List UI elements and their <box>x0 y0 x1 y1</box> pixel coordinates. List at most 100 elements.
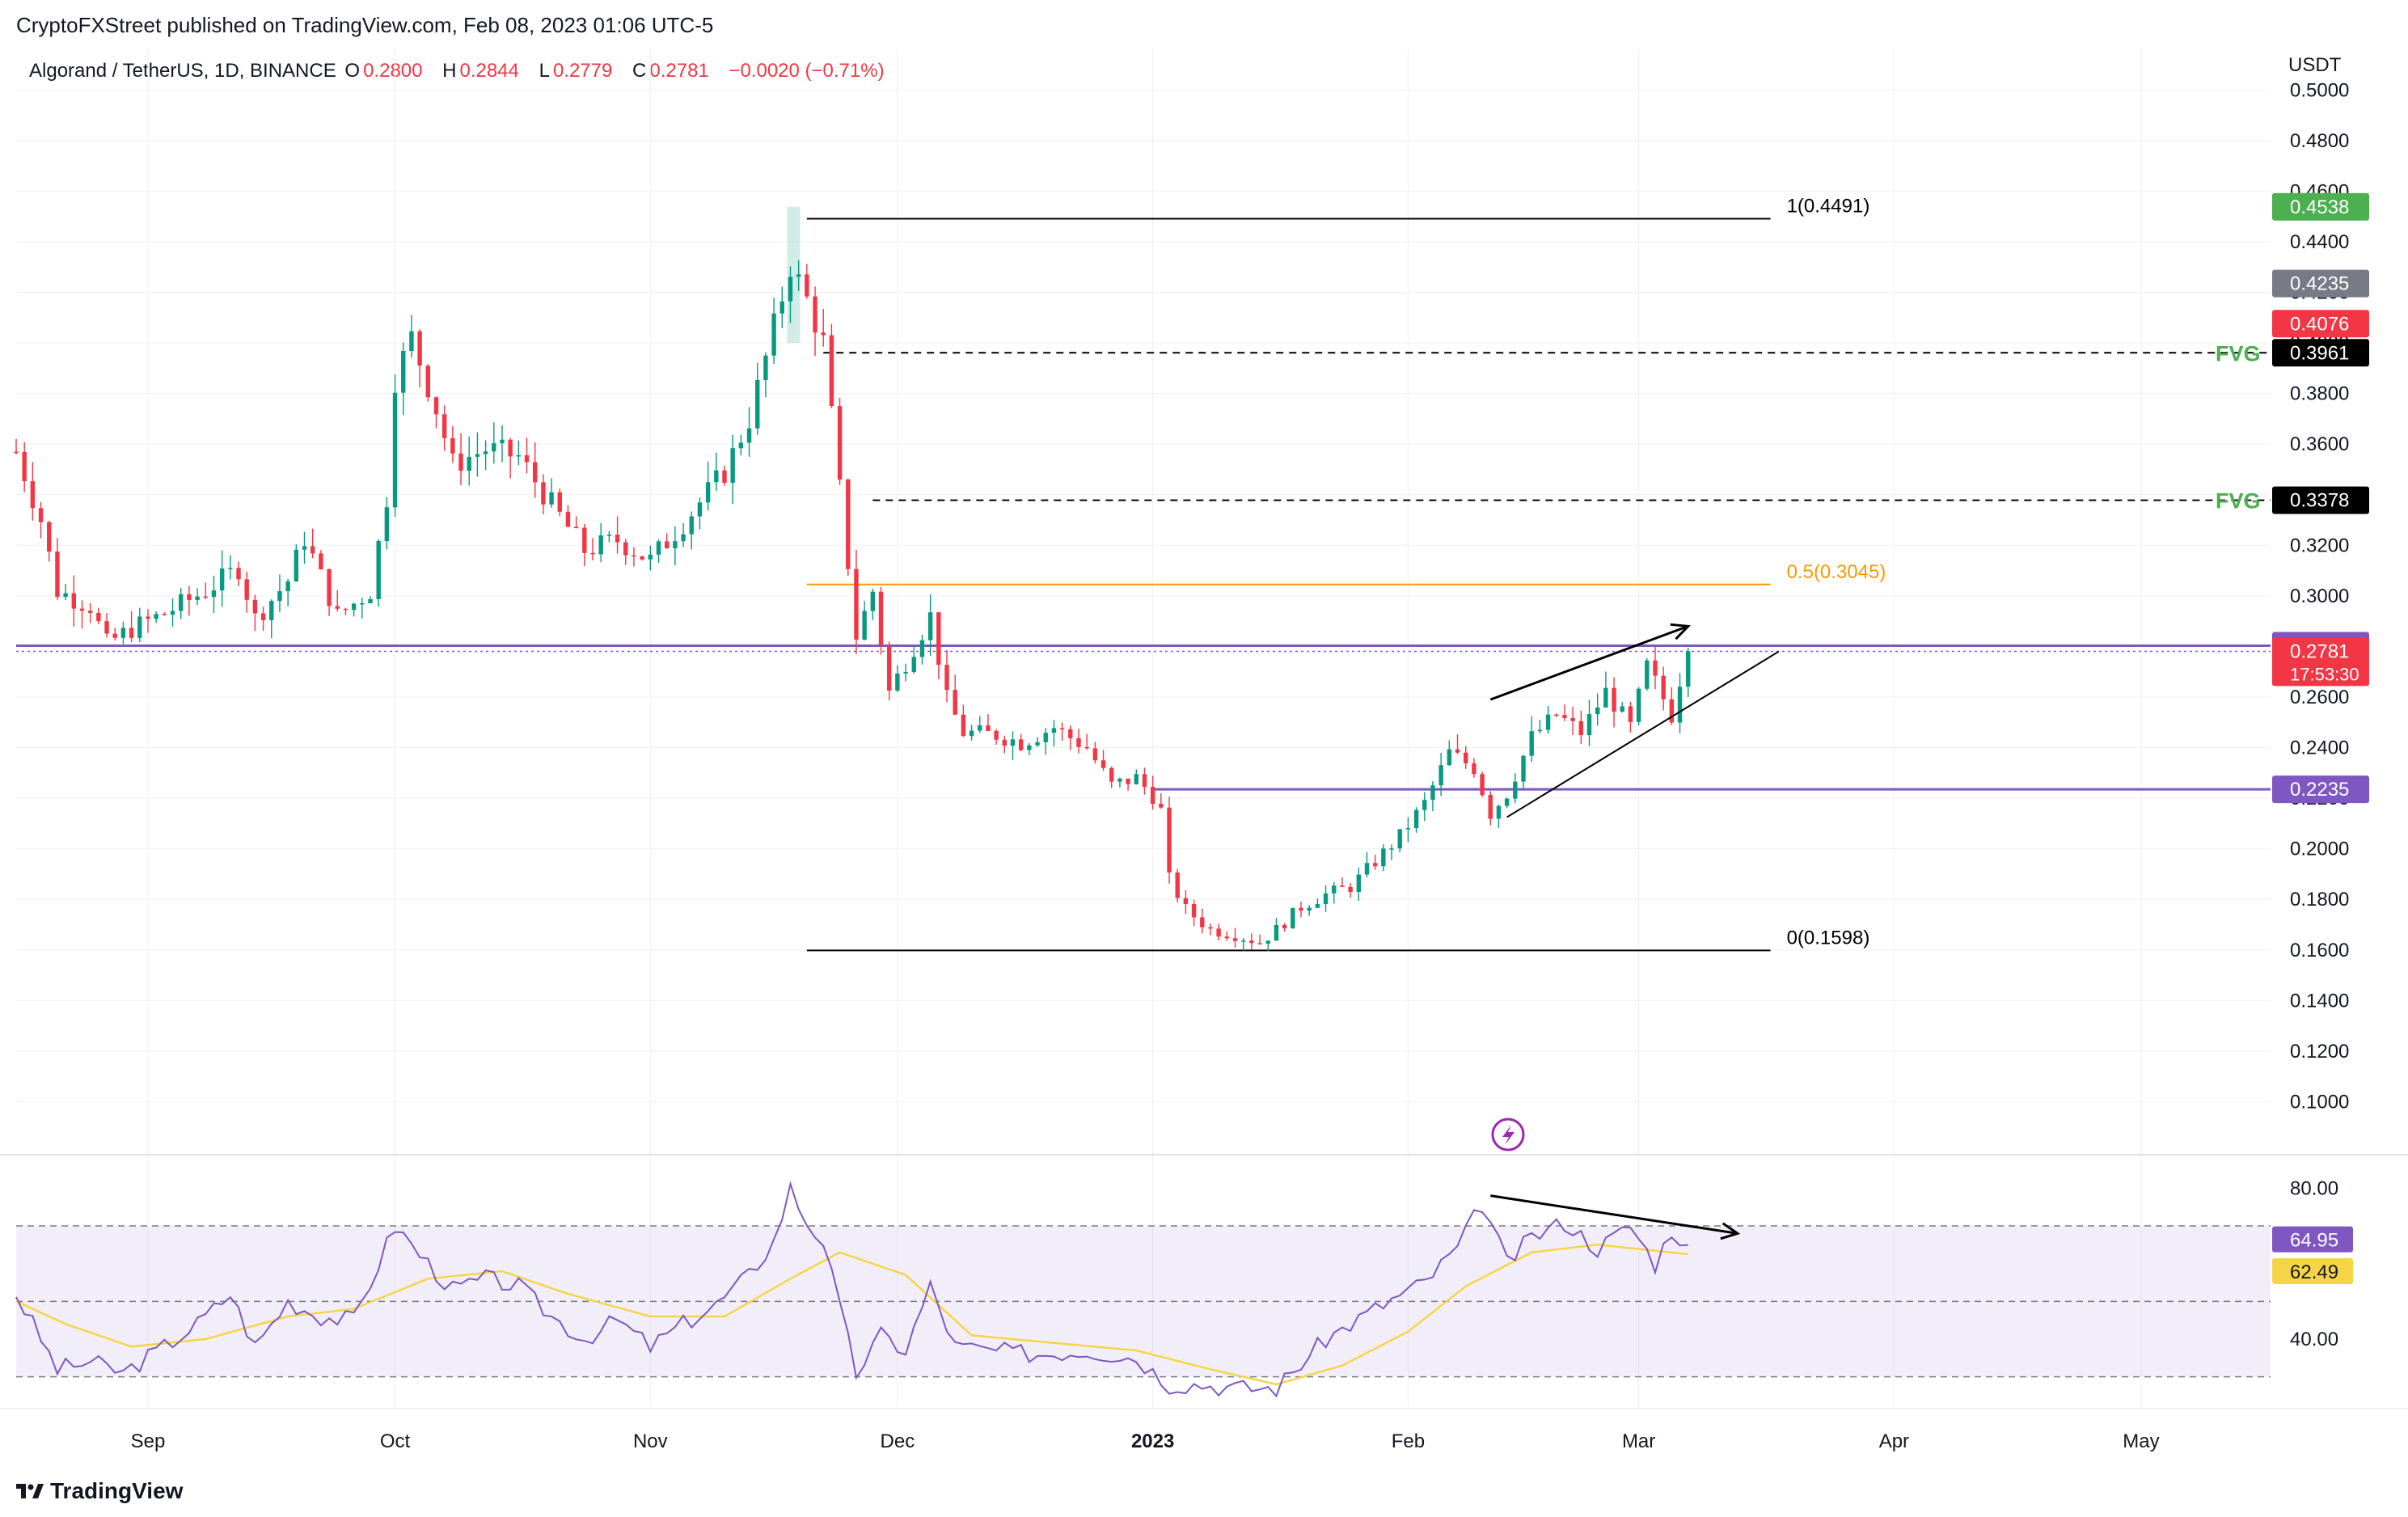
candle[interactable] <box>763 352 768 398</box>
candle[interactable] <box>79 600 85 629</box>
candle[interactable] <box>1455 734 1460 754</box>
candle[interactable] <box>1603 671 1608 708</box>
candle[interactable] <box>788 266 793 323</box>
rsi-line[interactable] <box>15 1181 1688 1398</box>
candle[interactable] <box>1076 729 1081 754</box>
candle[interactable] <box>112 628 117 641</box>
candle[interactable] <box>1307 905 1312 916</box>
candle[interactable] <box>796 260 801 291</box>
candle[interactable] <box>302 531 307 564</box>
candle[interactable] <box>573 516 579 529</box>
candle[interactable] <box>203 582 208 600</box>
rsi-pane[interactable] <box>15 1181 1741 1398</box>
candle[interactable] <box>927 594 933 657</box>
candle[interactable] <box>368 596 373 604</box>
candle[interactable] <box>1645 657 1650 691</box>
candle[interactable] <box>187 585 192 616</box>
candle[interactable] <box>1578 710 1584 745</box>
candle[interactable] <box>409 315 414 358</box>
candle[interactable] <box>1521 754 1526 791</box>
candle[interactable] <box>1134 769 1139 785</box>
candle[interactable] <box>533 442 538 498</box>
candle[interactable] <box>1496 804 1502 828</box>
candle[interactable] <box>1422 792 1427 822</box>
candle[interactable] <box>870 588 876 620</box>
candle[interactable] <box>277 574 282 612</box>
candle[interactable] <box>1208 923 1213 936</box>
candle[interactable] <box>508 437 513 479</box>
candle[interactable] <box>1488 791 1493 826</box>
candle[interactable] <box>1381 843 1386 872</box>
candle[interactable] <box>63 584 68 601</box>
candle[interactable] <box>524 437 530 474</box>
candle[interactable] <box>1282 923 1287 932</box>
candle[interactable] <box>1059 722 1065 742</box>
candle[interactable] <box>1183 889 1189 915</box>
candle[interactable] <box>269 599 274 639</box>
candle[interactable] <box>1291 907 1295 929</box>
candle[interactable] <box>47 520 52 562</box>
candle[interactable] <box>1092 742 1098 764</box>
candle[interactable] <box>878 586 884 655</box>
candle[interactable] <box>170 598 175 627</box>
candle[interactable] <box>319 550 323 570</box>
candle[interactable] <box>433 396 439 429</box>
candle[interactable] <box>936 612 941 680</box>
candle[interactable] <box>887 641 892 701</box>
candle[interactable] <box>1653 646 1658 690</box>
candle[interactable] <box>1570 706 1575 735</box>
candle[interactable] <box>392 374 398 518</box>
candle[interactable] <box>1232 928 1238 948</box>
candle[interactable] <box>1018 733 1024 752</box>
candle[interactable] <box>1257 934 1262 945</box>
horizontal-levels[interactable]: 1(0.4491) 0.5(0.3045) 0(0.1598) FVG FVG <box>16 195 2271 952</box>
candle[interactable] <box>492 422 496 464</box>
candle[interactable] <box>673 526 678 566</box>
candle[interactable] <box>219 550 225 607</box>
lightning-icon[interactable] <box>1491 1118 1525 1151</box>
candle[interactable] <box>829 323 834 408</box>
candle[interactable] <box>71 575 77 627</box>
candle[interactable] <box>1200 908 1205 934</box>
candle[interactable] <box>705 461 711 511</box>
candle[interactable] <box>1513 773 1518 804</box>
candle[interactable] <box>1636 687 1641 726</box>
candle[interactable] <box>1126 778 1130 791</box>
candle[interactable] <box>1562 704 1567 721</box>
candle[interactable] <box>137 607 142 643</box>
candle[interactable] <box>598 522 603 563</box>
tradingview-logo[interactable]: TradingView <box>16 1478 183 1504</box>
candle[interactable] <box>1142 767 1147 795</box>
candle[interactable] <box>557 488 562 517</box>
annotations[interactable] <box>1489 623 1780 1151</box>
candle[interactable] <box>1372 855 1378 870</box>
candle[interactable] <box>771 298 776 364</box>
candle[interactable] <box>195 588 200 606</box>
candle[interactable] <box>1175 868 1180 903</box>
candle[interactable] <box>1068 725 1073 750</box>
candle[interactable] <box>146 609 150 633</box>
candle[interactable] <box>1356 867 1361 902</box>
candle[interactable] <box>343 607 349 615</box>
candle[interactable] <box>1299 902 1303 918</box>
candle[interactable] <box>697 497 703 530</box>
candle[interactable] <box>1043 728 1048 755</box>
candle[interactable] <box>335 589 340 612</box>
candle[interactable] <box>590 538 595 560</box>
candle[interactable] <box>1216 923 1221 941</box>
candle[interactable] <box>285 578 290 606</box>
candle[interactable] <box>953 674 957 716</box>
candle[interactable] <box>104 613 109 638</box>
price-trend-arrow[interactable] <box>1489 624 1689 701</box>
candles[interactable] <box>14 206 1691 952</box>
candle[interactable] <box>846 478 851 577</box>
candle[interactable] <box>1348 883 1353 898</box>
candle[interactable] <box>1109 766 1114 788</box>
candle[interactable] <box>615 516 620 554</box>
candle[interactable] <box>978 716 982 733</box>
candle[interactable] <box>1249 932 1254 950</box>
candle[interactable] <box>994 729 999 745</box>
candle[interactable] <box>1010 731 1016 760</box>
candle[interactable] <box>1035 737 1040 747</box>
